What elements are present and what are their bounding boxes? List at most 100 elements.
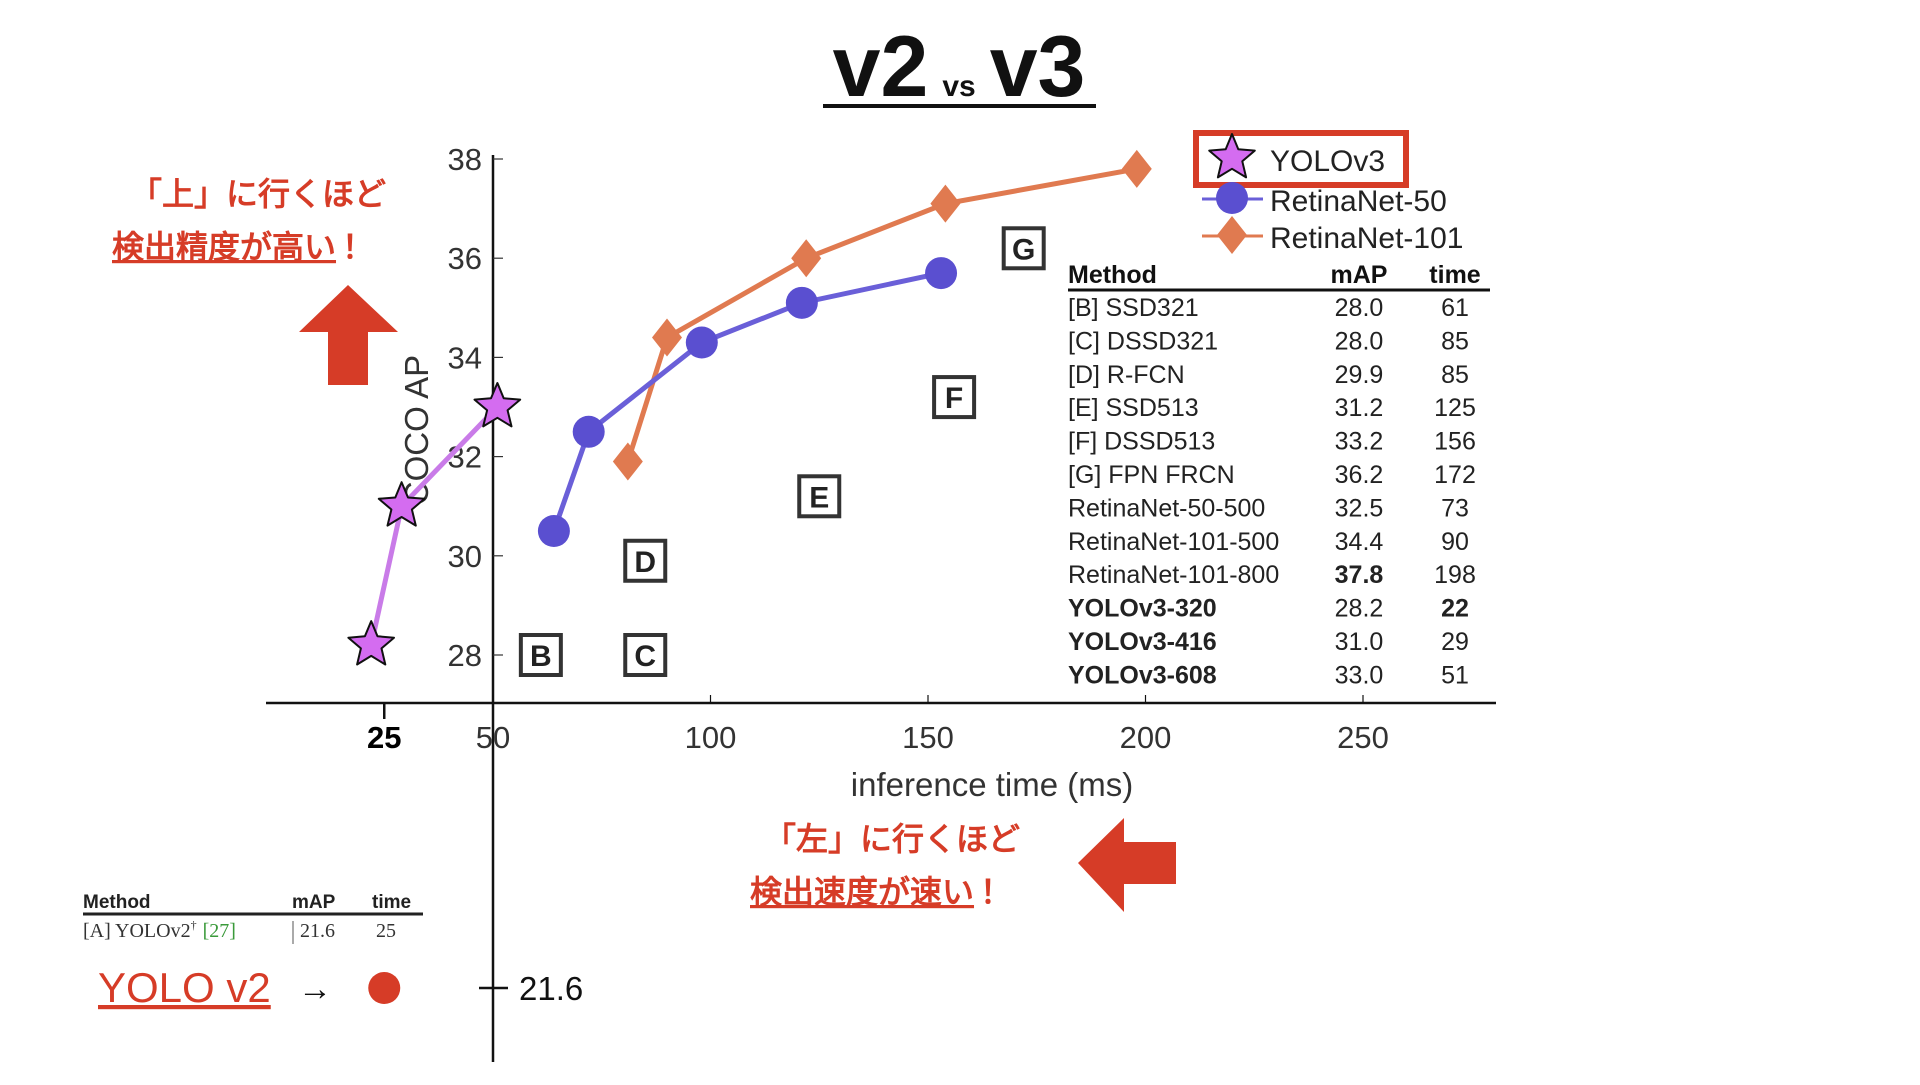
point-box-label: C <box>634 640 656 673</box>
table-cell-map: 31.2 <box>1335 394 1384 422</box>
series-line-retinanet-50 <box>551 270 942 532</box>
legend-label-retinanet-50: RetinaNet-50 <box>1270 185 1447 218</box>
table-row: RetinaNet-50-500 32.5 73 <box>1068 494 1469 522</box>
table-row: YOLOv3-320 28.2 22 <box>1068 595 1469 623</box>
point-box-d <box>623 538 668 583</box>
x-axis-label: inference time (ms) <box>851 766 1133 803</box>
y-tick-label: 28 <box>448 638 482 673</box>
table-row: YOLOv3-608 33.0 51 <box>1068 661 1469 689</box>
table-cell-time: 73 <box>1441 494 1469 522</box>
chart-series <box>347 149 1152 666</box>
table-cell-method: [B] SSD321 <box>1068 294 1199 322</box>
point-box-b <box>518 633 563 677</box>
x-tick-label: 200 <box>1120 720 1172 755</box>
table-cell-method: RetinaNet-101-500 <box>1068 528 1279 556</box>
table-cell-method: [G] FPN FRCN <box>1068 461 1235 489</box>
table-row: [E] SSD513 31.2 125 <box>1068 394 1476 422</box>
table-cell-method: RetinaNet-50-500 <box>1068 494 1265 522</box>
yolov2-table-row-method: [A] YOLOv2† [27] <box>83 918 236 942</box>
table-cell-map: 32.5 <box>1335 494 1384 522</box>
table-cell-map: 29.9 <box>1335 361 1384 389</box>
point-box-label: G <box>1012 233 1035 266</box>
point-box-label: E <box>809 481 829 514</box>
table-header-map: mAP <box>1331 261 1388 289</box>
data-point-retinanet-101 <box>1121 149 1152 188</box>
table-row: YOLOv3-416 31.0 29 <box>1068 628 1469 656</box>
table-cell-time: 51 <box>1441 661 1469 689</box>
data-point-yolov3 <box>347 620 395 666</box>
up-arrow-icon <box>299 285 398 385</box>
data-point-retinanet-101 <box>791 239 822 278</box>
table-cell-map: 36.2 <box>1335 461 1384 489</box>
table-cell-method: YOLOv3-416 <box>1068 628 1217 656</box>
data-point-yolov3 <box>473 382 522 428</box>
table-cell-time: 125 <box>1434 394 1476 422</box>
data-point-retinanet-101 <box>612 442 643 481</box>
yolov2-table-header-method: Method <box>83 892 151 913</box>
chart-labeled-points: B C D E F G <box>518 226 1046 677</box>
yolo-v2-label: YOLO v2 <box>98 964 271 1011</box>
point-box-e <box>797 474 842 519</box>
annotation-left-line2-suffix: ！ <box>980 874 1012 910</box>
data-point-yolov3 <box>377 481 426 527</box>
annotation-left-line2: 検出速度が速い！ <box>750 874 1012 910</box>
x-tick-label: 250 <box>1337 720 1389 755</box>
table-row: RetinaNet-101-800 37.8 198 <box>1068 561 1476 589</box>
table-header-method: Method <box>1068 261 1157 289</box>
table-cell-method: YOLOv3-320 <box>1068 595 1217 623</box>
table-cell-method: [F] DSSD513 <box>1068 428 1215 456</box>
yolov2-table: Method mAP time [A] YOLOv2† [27] 21.6 25 <box>83 892 423 944</box>
table-cell-method: [E] SSD513 <box>1068 394 1199 422</box>
y-tick-label: 34 <box>448 340 482 375</box>
point-box-f <box>932 375 977 420</box>
y-tick-label: 38 <box>448 142 482 177</box>
table-cell-method: YOLOv3-608 <box>1068 661 1217 689</box>
table-cell-map: 33.0 <box>1335 661 1384 689</box>
table-cell-map: 28.0 <box>1335 294 1384 322</box>
table-cell-method: RetinaNet-101-800 <box>1068 561 1279 589</box>
data-point-retinanet-50 <box>572 415 605 448</box>
point-box-label: B <box>530 640 552 673</box>
table-cell-method: [D] R-FCN <box>1068 361 1185 389</box>
chart-legend: YOLOv3 RetinaNet-50 RetinaNet-101 <box>1193 130 1463 255</box>
table-cell-map: 33.2 <box>1335 428 1384 456</box>
y-tick-label-21-6: 21.6 <box>519 970 583 1007</box>
yolov2-table-row-map: 21.6 <box>300 920 335 942</box>
table-header-time: time <box>1429 261 1481 289</box>
y-axis-label: COCO AP <box>398 355 435 505</box>
table-cell-time: 156 <box>1434 428 1476 456</box>
x-tick-label: 50 <box>476 720 510 755</box>
series-line-retinanet-101 <box>625 166 1138 463</box>
chart-axes: 25 50 100 150 200 250 28 30 32 34 36 38 COCO AP infer… <box>266 142 1496 1062</box>
legend-label-yolov3: YOLOv3 <box>1270 145 1385 178</box>
y-tick-label: 32 <box>448 440 482 475</box>
table-cell-map: 31.0 <box>1335 628 1384 656</box>
legend-marker-retinanet-101 <box>1217 216 1247 254</box>
yolov2-table-row-time: 25 <box>376 920 396 942</box>
annotation-up-line1: 「上」に行くほど <box>130 176 386 212</box>
data-point-retinanet-50 <box>685 326 718 359</box>
legend-marker-yolov3 <box>1208 133 1256 179</box>
x-tick-label: 25 <box>367 720 401 755</box>
annotation-up-line2-suffix: ！ <box>342 229 374 265</box>
table-row: [B] SSD321 28.0 61 <box>1068 294 1469 322</box>
y-tick-label: 30 <box>448 539 482 574</box>
table-cell-time: 85 <box>1441 327 1469 355</box>
annotation-left-line2-text: 検出速度が速い <box>750 874 974 910</box>
point-box-g <box>1001 226 1046 271</box>
title-v3: v3 <box>990 19 1086 115</box>
results-table: Method mAP time [B] SSD321 28.0 61 [C] DSSD321… <box>1068 261 1490 689</box>
point-box-label: D <box>634 546 656 579</box>
y-tick-label: 36 <box>448 241 482 276</box>
x-tick-label: 100 <box>685 720 737 755</box>
annotation-up-line2-text: 検出精度が高い <box>112 229 336 265</box>
legend-marker-retinanet-50 <box>1216 182 1248 214</box>
data-point-retinanet-50 <box>785 286 818 319</box>
table-cell-time: 29 <box>1441 628 1469 656</box>
table-row: RetinaNet-101-500 34.4 90 <box>1068 528 1469 556</box>
legend-label-retinanet-101: RetinaNet-101 <box>1270 222 1463 255</box>
yolo-v2-point <box>368 972 401 1004</box>
data-point-retinanet-101 <box>930 184 961 223</box>
